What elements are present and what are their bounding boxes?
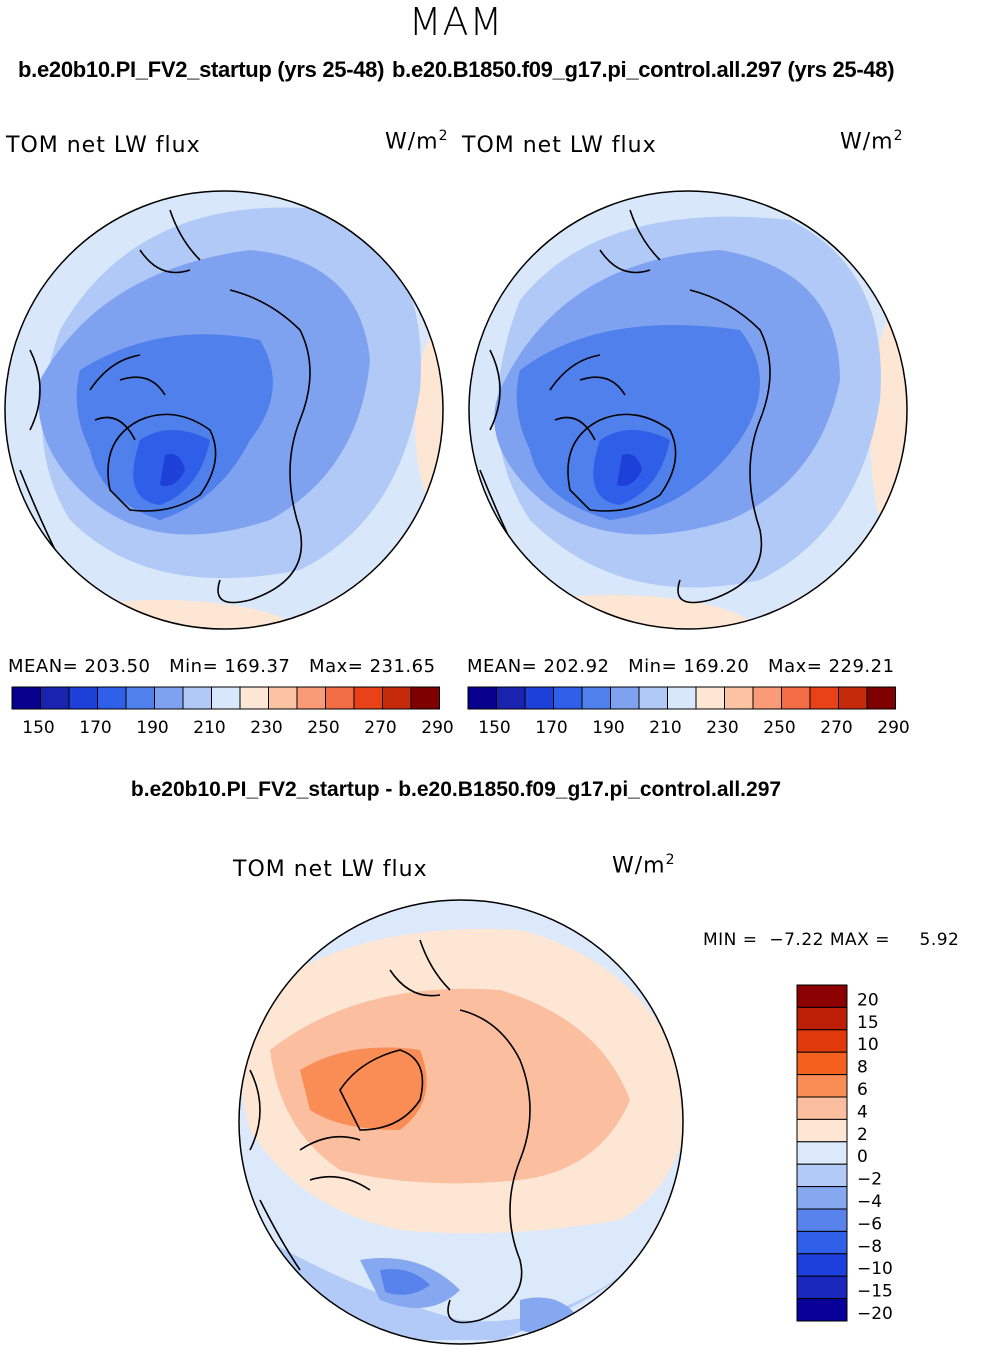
right-colorbar-tick-label: 170 bbox=[535, 718, 567, 738]
difference-colorbar-swatch bbox=[796, 1029, 848, 1053]
left-run-title: b.e20b10.PI_FV2_startup (yrs 25-48) bbox=[18, 57, 385, 82]
difference-colorbar-tick-label: 0 bbox=[857, 1147, 868, 1167]
right-colorbar: 150 170 190 210 230 250 270 290 bbox=[467, 686, 910, 738]
right-colorbar-tick-label: 270 bbox=[820, 718, 852, 738]
difference-colorbar-swatch bbox=[796, 1096, 848, 1120]
left-colorbar: 150 170 190 210 230 250 270 290 bbox=[11, 686, 454, 738]
right-units-label: W/m2 bbox=[840, 128, 904, 155]
left-stats: MEAN= 203.50 Min= 169.37 Max= 231.65 bbox=[8, 656, 436, 677]
difference-colorbar-tick-label: 10 bbox=[857, 1035, 879, 1055]
right-colorbar-tick-label: 150 bbox=[478, 718, 510, 738]
right-run-title: b.e20.B1850.f09_g17.pi_control.all.297 (… bbox=[392, 57, 895, 82]
right-colorbar-tick-label: 230 bbox=[706, 718, 738, 738]
difference-coastlines bbox=[249, 939, 531, 1324]
left-colorbar-tick-label: 170 bbox=[79, 718, 111, 738]
difference-colorbar-tick-label: −10 bbox=[857, 1259, 893, 1279]
difference-colorbar-swatch bbox=[796, 1275, 848, 1300]
difference-colorbar-tick-label: −2 bbox=[857, 1170, 882, 1190]
left-colorbar-tick-label: 270 bbox=[364, 718, 396, 738]
difference-colorbar-swatch bbox=[796, 1118, 848, 1143]
right-map-contours bbox=[469, 191, 907, 629]
right-colorbar-swatch bbox=[866, 686, 896, 710]
season-title: MAM bbox=[408, 0, 504, 44]
difference-colorbar-tick-label: 6 bbox=[857, 1080, 868, 1100]
difference-colorbar-tick-label: −4 bbox=[857, 1192, 882, 1212]
right-colorbar-tick-label: 210 bbox=[649, 718, 681, 738]
difference-colorbar-tick-label: −20 bbox=[857, 1304, 893, 1324]
right-colorbar-tick-label: 250 bbox=[763, 718, 795, 738]
right-colorbar-tick-label: 190 bbox=[592, 718, 624, 738]
difference-colorbar-tick-label: −8 bbox=[857, 1237, 882, 1257]
left-map-contours bbox=[5, 191, 443, 629]
left-variable-label: TOM net LW flux bbox=[6, 133, 201, 158]
difference-title: b.e20b10.PI_FV2_startup - b.e20.B1850.f0… bbox=[130, 778, 782, 801]
difference-colorbar-swatch bbox=[796, 1230, 848, 1255]
right-variable-label: TOM net LW flux bbox=[462, 133, 657, 158]
difference-colorbar-swatch bbox=[796, 1074, 848, 1098]
right-stats: MEAN= 202.92 Min= 169.20 Max= 229.21 bbox=[467, 656, 895, 677]
difference-colorbar-tick-label: 2 bbox=[857, 1125, 868, 1145]
difference-colorbar-tick-label: −15 bbox=[857, 1282, 893, 1302]
difference-colorbar-swatch bbox=[796, 984, 848, 1008]
difference-colorbar-swatch bbox=[796, 1253, 848, 1277]
difference-colorbar-swatch bbox=[796, 1141, 848, 1165]
difference-colorbar-tick-label: 4 bbox=[857, 1102, 868, 1122]
difference-units-label: W/m2 bbox=[612, 852, 676, 879]
difference-colorbar-tick-label: 8 bbox=[857, 1058, 868, 1078]
left-colorbar-tick-label: 210 bbox=[193, 718, 225, 738]
difference-colorbar-tick-label: 15 bbox=[857, 1013, 879, 1033]
left-units-label: W/m2 bbox=[385, 128, 449, 155]
difference-minmax: MIN = −7.22 MAX = 5.92 bbox=[703, 930, 960, 950]
difference-variable-label: TOM net LW flux bbox=[233, 857, 428, 882]
right-coastlines bbox=[479, 209, 771, 604]
difference-colorbar-swatch bbox=[796, 1186, 848, 1210]
difference-colorbar-swatch bbox=[796, 1208, 848, 1232]
left-colorbar-tick-label: 190 bbox=[136, 718, 168, 738]
difference-colorbar-swatch bbox=[796, 1051, 848, 1076]
left-colorbar-tick-label: 290 bbox=[421, 718, 453, 738]
difference-colorbar-swatch bbox=[796, 1298, 848, 1322]
difference-colorbar-tick-label: −6 bbox=[857, 1214, 882, 1234]
difference-colorbar-swatch bbox=[796, 1006, 848, 1031]
left-colorbar-tick-label: 250 bbox=[307, 718, 339, 738]
left-colorbar-tick-label: 150 bbox=[22, 718, 54, 738]
difference-colorbar-tick-label: 20 bbox=[857, 990, 879, 1010]
left-colorbar-tick-label: 230 bbox=[250, 718, 282, 738]
left-colorbar-swatch bbox=[410, 686, 440, 710]
difference-colorbar-swatch bbox=[796, 1163, 848, 1188]
difference-map-contours bbox=[239, 900, 683, 1344]
right-colorbar-tick-label: 290 bbox=[877, 718, 909, 738]
